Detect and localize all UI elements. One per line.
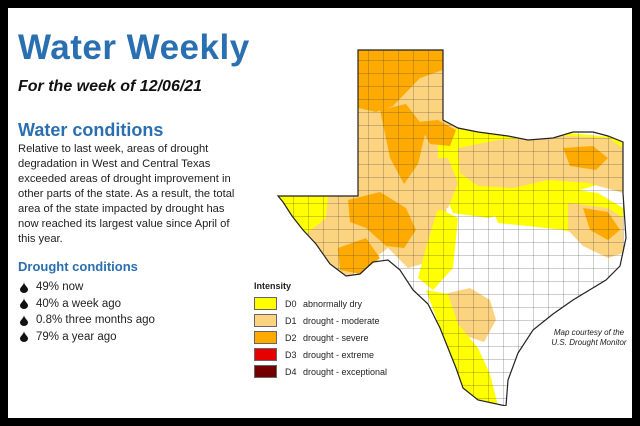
drought-stat-item: 79% a year ago bbox=[20, 329, 155, 346]
legend-label: drought - exceptional bbox=[303, 366, 388, 377]
drought-stats-list: 49% now 40% a week ago 0.8% three months… bbox=[20, 279, 155, 345]
legend-swatch-d3 bbox=[254, 348, 277, 361]
water-drop-icon bbox=[20, 281, 28, 293]
texas-drought-map bbox=[277, 49, 627, 406]
legend-swatch-d0 bbox=[254, 297, 277, 310]
water-conditions-paragraph: Relative to last week, areas of drought … bbox=[18, 143, 235, 245]
legend-label: drought - extreme bbox=[303, 349, 375, 360]
drought-stat-item: 40% a week ago bbox=[20, 296, 155, 313]
legend-label: abnormally dry bbox=[303, 298, 363, 309]
legend-code: D0 bbox=[285, 298, 297, 309]
infographic-card: Water Weekly For the week of 12/06/21 Wa… bbox=[8, 8, 632, 418]
drought-stat-text: 40% a week ago bbox=[36, 297, 122, 310]
legend-label: drought - moderate bbox=[303, 315, 380, 326]
drought-stat-text: 49% now bbox=[36, 281, 84, 294]
legend-swatch-d1 bbox=[254, 314, 277, 327]
legend-label: drought - severe bbox=[303, 332, 369, 343]
water-drop-icon bbox=[20, 314, 28, 326]
legend-code: D1 bbox=[285, 315, 297, 326]
water-conditions-heading: Water conditions bbox=[18, 120, 164, 140]
drought-stat-text: 0.8% three months ago bbox=[36, 314, 155, 327]
intensity-legend: Intensity D0 abnormally dry D1 drought -… bbox=[254, 281, 387, 380]
page-title: Water Weekly bbox=[18, 28, 250, 67]
drought-conditions-heading: Drought conditions bbox=[18, 259, 138, 274]
legend-item-d3: D3 drought - extreme bbox=[254, 346, 387, 363]
water-drop-icon bbox=[20, 331, 28, 343]
legend-title: Intensity bbox=[254, 281, 292, 291]
legend-code: D4 bbox=[285, 366, 297, 377]
legend-swatch-d2 bbox=[254, 331, 277, 344]
drought-stat-item: 49% now bbox=[20, 279, 155, 296]
map-credit: Map courtesy of the U.S. Drought Monitor bbox=[551, 328, 627, 347]
legend-item-d1: D1 drought - moderate bbox=[254, 312, 387, 329]
water-drop-icon bbox=[20, 298, 28, 310]
legend-code: D3 bbox=[285, 349, 297, 360]
legend-swatch-d4 bbox=[254, 365, 277, 378]
week-subtitle: For the week of 12/06/21 bbox=[18, 78, 203, 95]
legend-item-d4: D4 drought - exceptional bbox=[254, 363, 387, 380]
drought-stat-text: 79% a year ago bbox=[36, 330, 117, 343]
legend-item-d0: D0 abnormally dry bbox=[254, 295, 387, 312]
legend-code: D2 bbox=[285, 332, 297, 343]
legend-item-d2: D2 drought - severe bbox=[254, 329, 387, 346]
drought-stat-item: 0.8% three months ago bbox=[20, 312, 155, 329]
